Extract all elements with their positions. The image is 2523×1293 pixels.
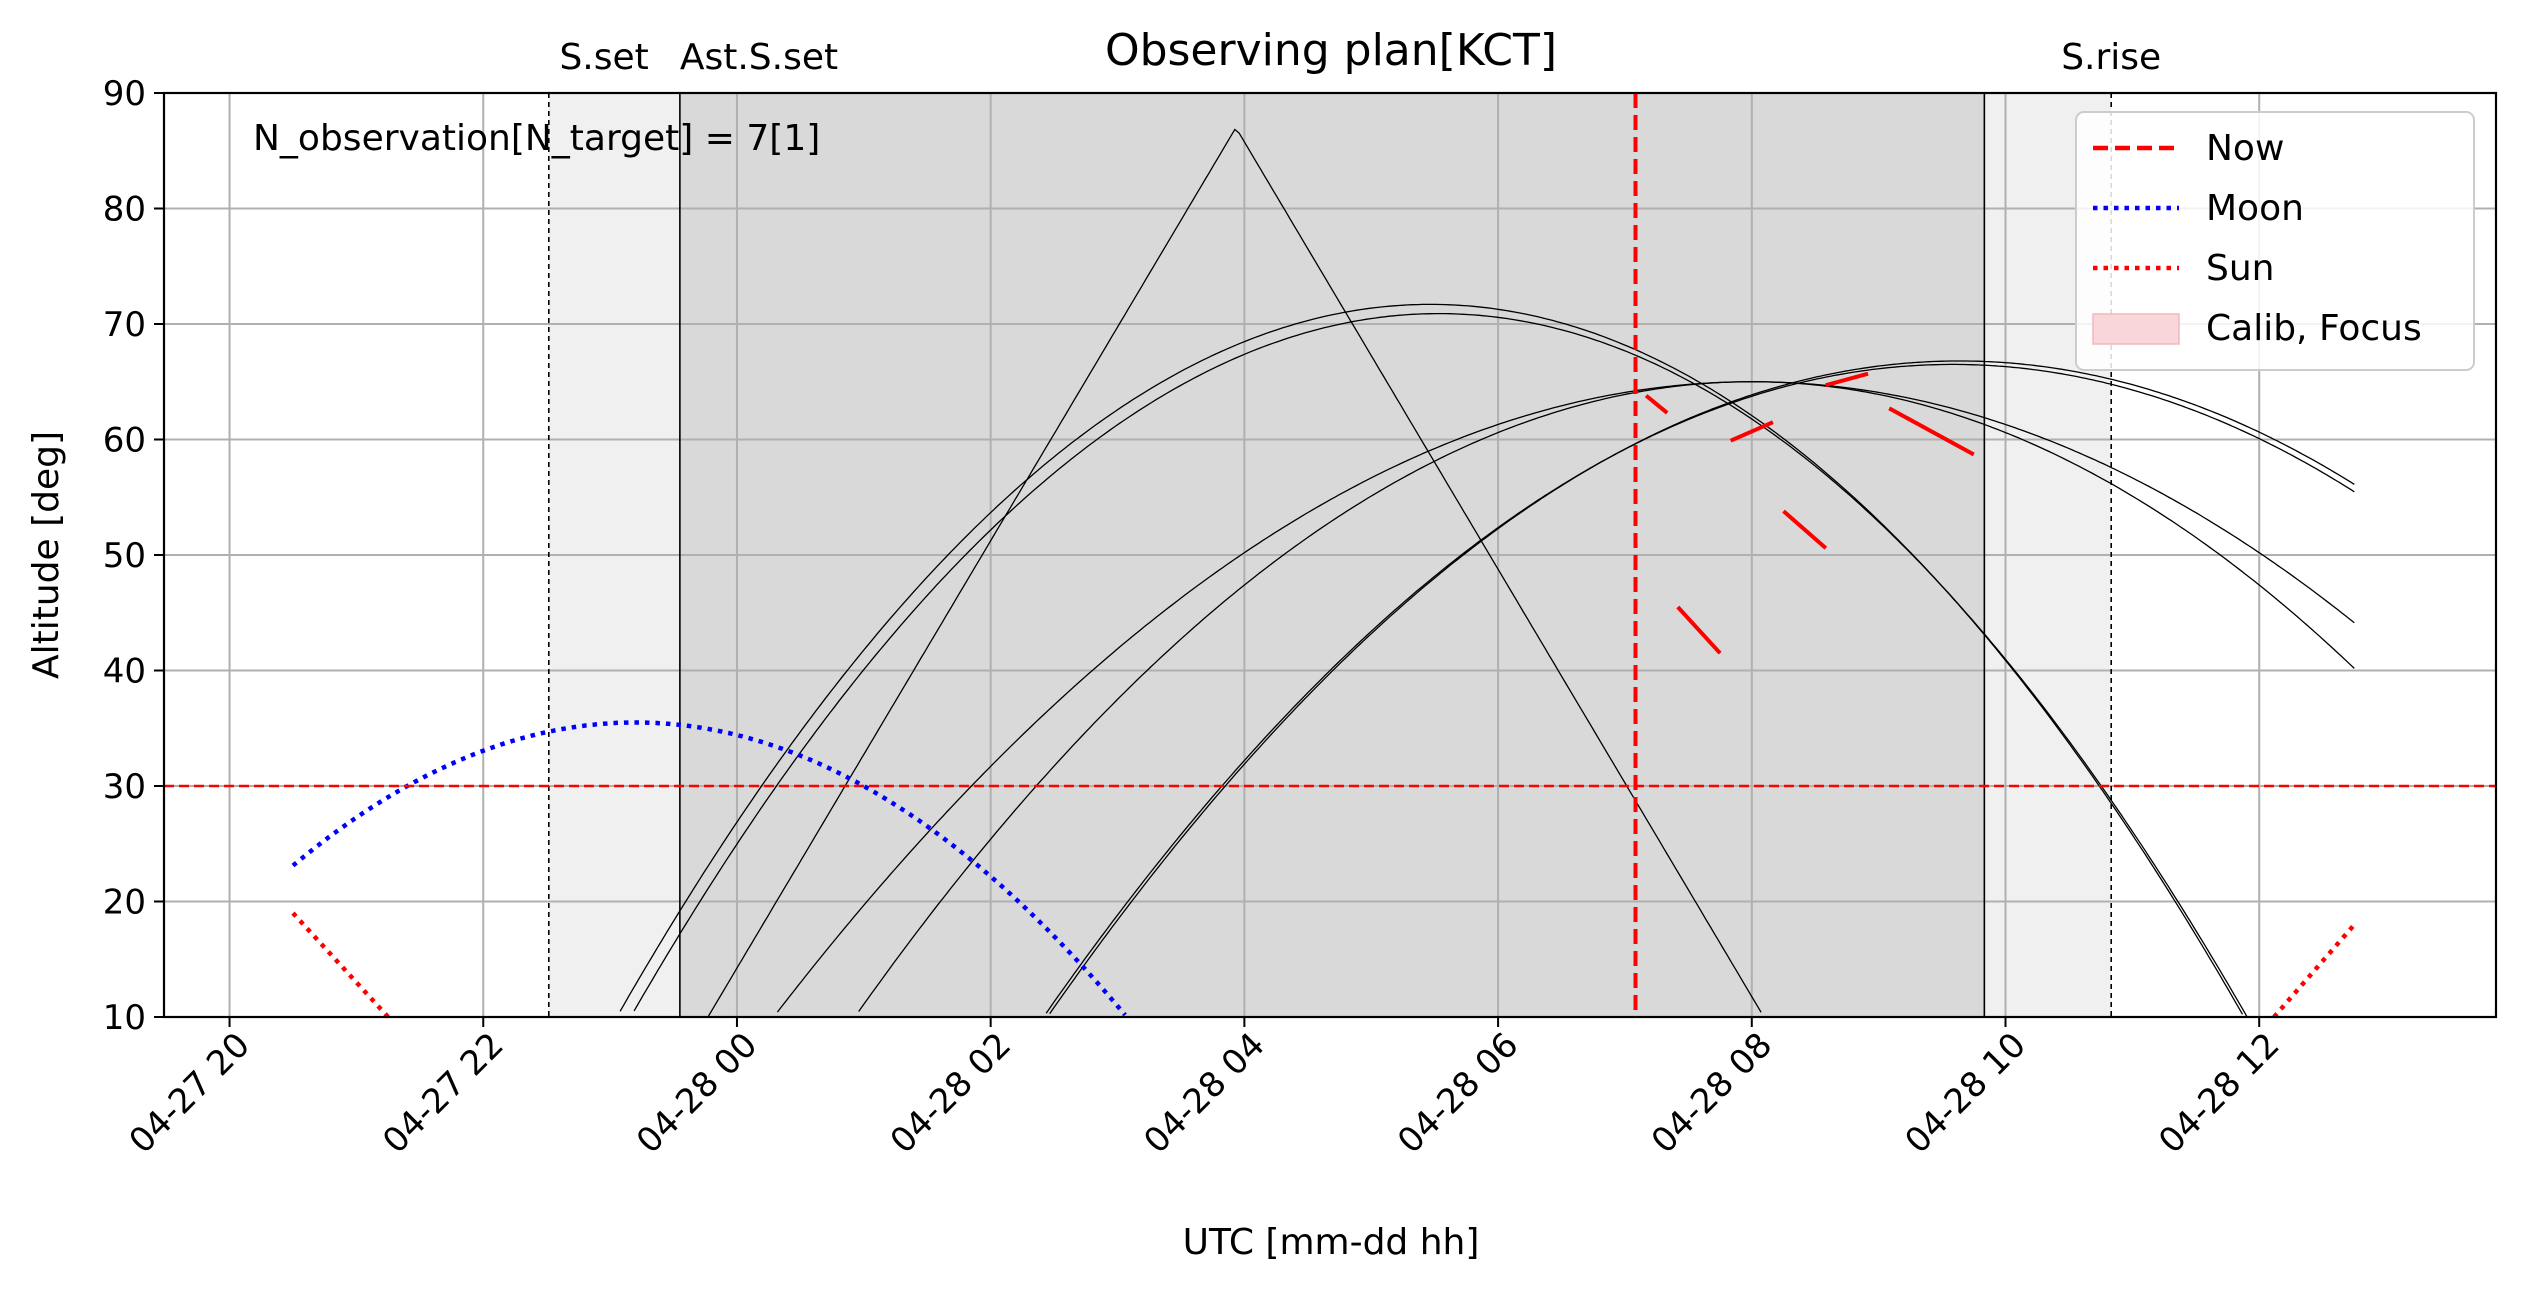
event-label: S.rise	[2061, 37, 2161, 78]
observed-segments	[1644, 371, 1975, 655]
event-labels: S.set Ast.S.set S.rise	[559, 37, 2161, 78]
x-axis-ticks: 04-27 20 04-27 22 04-28 00 04-28 02 04-28 04…	[122, 1017, 2288, 1161]
observed-segment-6-2	[1888, 406, 1975, 457]
y-tick-label: 90	[103, 74, 146, 114]
legend: Now Moon Sun Calib, Focus	[2075, 111, 2475, 371]
moon-sun-curves	[291, 720, 2357, 1019]
observed-segment-3-1	[1644, 394, 1669, 415]
y-tick-label: 50	[103, 536, 146, 576]
target-track-3	[633, 312, 2248, 1018]
legend-sun-label: Sun	[2206, 248, 2274, 289]
target-track-7	[858, 381, 2355, 1012]
y-tick-label: 60	[103, 421, 146, 461]
x-tick-label: 04-28 04	[1136, 1025, 1272, 1161]
observed-segment-5-1	[1729, 420, 1774, 443]
y-axis-label: Altitude [deg]	[26, 431, 67, 679]
target-track-1	[707, 128, 1762, 1017]
legend-calib-focus-label: Calib, Focus	[2206, 308, 2422, 349]
sun-altitude-segment-2	[2272, 923, 2357, 1019]
x-tick-label: 04-28 06	[1390, 1025, 1526, 1161]
target-track-6	[1049, 360, 2355, 1015]
target-track-5	[1045, 363, 2355, 1014]
observed-segment-3-2	[1782, 509, 1828, 550]
x-axis-label: UTC [mm-dd hh]	[1183, 1222, 1480, 1263]
legend-calib-focus-swatch	[2092, 313, 2180, 345]
x-tick-label: 04-27 20	[122, 1025, 258, 1161]
legend-now-label: Now	[2206, 128, 2284, 169]
x-tick-label: 04-28 08	[1644, 1025, 1780, 1161]
chart-title: Observing plan[KCT]	[1105, 25, 1557, 76]
reference-lines	[164, 93, 2496, 1017]
observed-segment-6-1	[1825, 371, 1869, 388]
moon-altitude-curve	[291, 720, 1127, 1017]
sun-altitude-segment-1	[291, 911, 390, 1019]
y-tick-label: 30	[103, 767, 146, 807]
target-curves	[619, 128, 2355, 1018]
y-tick-label: 40	[103, 652, 146, 692]
x-tick-label: 04-28 02	[883, 1025, 1019, 1161]
y-tick-label: 80	[103, 190, 146, 230]
observed-segment-1-1	[1676, 605, 1722, 655]
x-tick-label: 04-28 10	[1897, 1025, 2033, 1161]
y-tick-label: 70	[103, 305, 146, 345]
legend-box	[2075, 111, 2475, 371]
y-tick-label: 20	[103, 883, 146, 923]
x-tick-label: 04-27 22	[375, 1025, 511, 1161]
target-track-4	[776, 381, 2355, 1013]
event-label: S.set	[559, 37, 648, 78]
legend-moon-label: Moon	[2206, 188, 2304, 229]
observation-count-annotation: N_observation[N_target] = 7[1]	[253, 118, 820, 159]
x-tick-label: 04-28 12	[2151, 1025, 2287, 1161]
x-tick-label: 04-28 00	[629, 1025, 765, 1161]
y-tick-label: 10	[103, 998, 146, 1038]
y-axis-ticks: 10 20 30 40 50 60 70 80 90	[103, 74, 164, 1038]
event-label: Ast.S.set	[680, 37, 838, 78]
